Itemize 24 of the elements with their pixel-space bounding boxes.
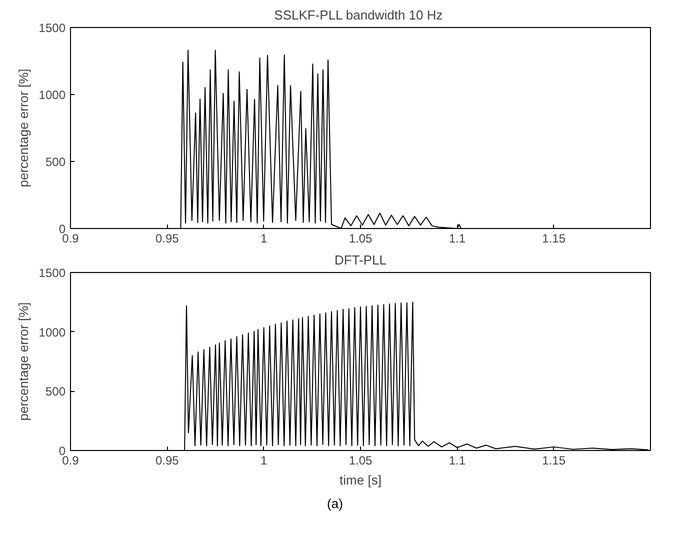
y-tick-label: 1000 bbox=[38, 88, 66, 102]
text: (a) bbox=[327, 495, 343, 513]
x-tick-label: 1.05 bbox=[348, 232, 373, 246]
x-axis-title: time [s] bbox=[340, 472, 382, 488]
y-tick-label: 1500 bbox=[38, 21, 66, 35]
y-axis-title: percentage error [%] bbox=[16, 302, 31, 421]
x-tick-label: 1.05 bbox=[348, 454, 373, 468]
y-tick-label: 500 bbox=[45, 155, 66, 169]
x-tick-label: 0.95 bbox=[155, 232, 180, 246]
y-axis-title: percentage error [%] bbox=[16, 68, 31, 188]
chart-title: SSLKF-PLL bandwidth 10 Hz bbox=[274, 8, 443, 22]
x-tick-label: 1 bbox=[260, 454, 268, 468]
chart-title: DFT-PLL bbox=[334, 252, 387, 268]
x-tick-label: 1.15 bbox=[542, 454, 566, 468]
y-tick-label: 1000 bbox=[38, 325, 66, 340]
y-tick-label: 500 bbox=[45, 384, 66, 399]
y-tick-label: 1500 bbox=[38, 266, 66, 280]
x-tick-label: 0.95 bbox=[155, 454, 180, 468]
x-tick-label: 0.9 bbox=[62, 454, 80, 468]
x-tick-label: 1.15 bbox=[542, 232, 566, 246]
x-tick-label: 1.1 bbox=[448, 232, 466, 246]
x-tick-label: 0.9 bbox=[62, 232, 80, 246]
x-tick-label: 1.1 bbox=[448, 454, 466, 468]
x-tick-label: 1 bbox=[260, 232, 268, 246]
